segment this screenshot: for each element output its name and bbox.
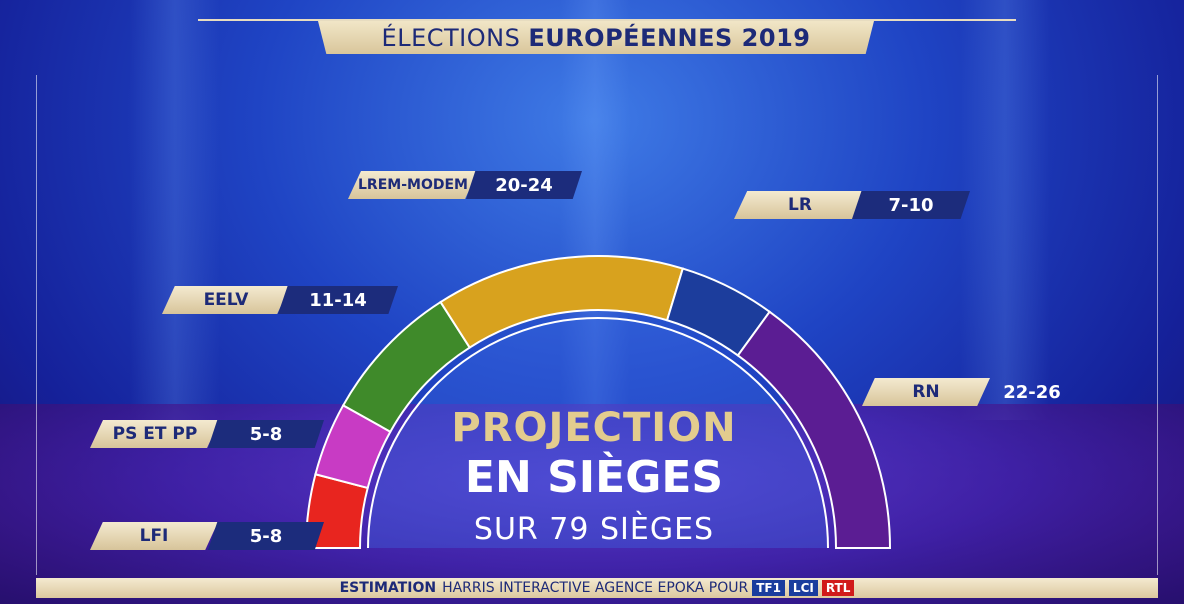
value-lfi: 5-8 [208,522,324,550]
label-ps-et-pp: PS ET PP [90,420,220,448]
value-rn: 22-26 [1003,381,1061,403]
lci-logo: LCI [788,580,818,596]
chart-title: ÉLECTIONS EUROPÉENNES 2019 [318,21,874,54]
value-ps-et-pp: 5-8 [208,420,324,448]
value-lrem-modem: 20-24 [466,171,582,199]
projection-heading: PROJECTION [451,405,737,451]
footer-bold: ESTIMATION [339,580,437,596]
label-rn: RN [862,378,990,406]
title-bold: EUROPÉENNES 2019 [528,23,811,52]
light-pillar [130,0,220,420]
frame-line-right [1157,75,1158,575]
label-eelv: EELV [162,286,290,314]
value-eelv: 11-14 [278,286,398,314]
hemicycle-inner [367,317,829,549]
arc-segment-rn [736,310,892,549]
title-rule [198,19,1016,21]
label-lr: LR [734,191,866,219]
tf1-logo: TF1 [752,580,785,596]
rtl-logo: RTL [821,580,855,596]
total-seats-caption: SUR 79 SIÈGES [473,512,715,547]
frame-line-left [36,75,37,575]
light-pillar [560,0,630,420]
seats-heading: EN SIÈGES [464,452,724,503]
label-lrem-modem: LREM-MODEM [348,171,478,199]
value-lr: 7-10 [852,191,970,219]
source-footer: ESTIMATION HARRIS INTERACTIVE AGENCE EPO… [36,578,1158,598]
footer-text: HARRIS INTERACTIVE AGENCE EPOKA POUR [442,580,749,596]
title-regular: ÉLECTIONS [381,23,521,52]
light-pillar [960,0,1050,420]
label-lfi: LFI [90,522,218,550]
